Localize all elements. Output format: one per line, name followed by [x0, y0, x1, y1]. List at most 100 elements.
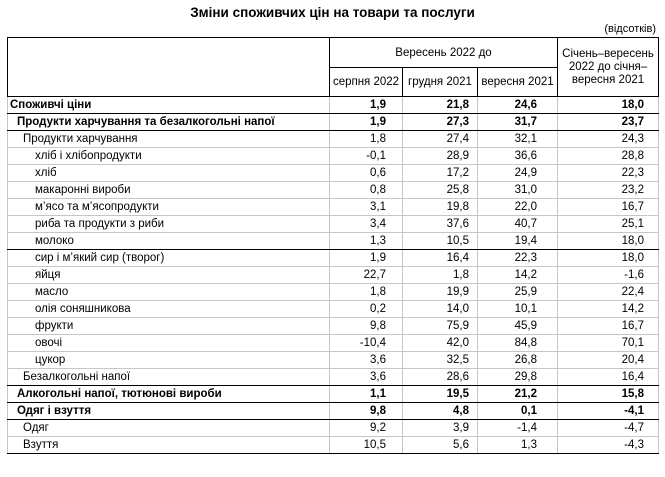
table-row: Продукти харчування та безалкогольні нап… [7, 113, 659, 131]
value-cell: 23,2 [557, 181, 659, 199]
row-label: макаронні вироби [7, 181, 330, 199]
page-title: Зміни споживчих цін на товари та послуги [190, 5, 475, 20]
value-cell: 1,9 [329, 113, 403, 131]
value-cell: 18,0 [557, 249, 659, 267]
value-cell: 16,7 [557, 198, 659, 216]
value-cell: 31,0 [477, 181, 558, 199]
value-cell: 28,6 [402, 368, 478, 386]
row-label: м’ясо та м’ясопродукти [7, 198, 330, 216]
row-label: сир і м’який сир (творог) [7, 249, 330, 267]
value-cell: 45,9 [477, 317, 558, 335]
value-cell: -4,3 [557, 436, 659, 454]
value-cell: 27,4 [402, 130, 478, 148]
value-cell: 42,0 [402, 334, 478, 352]
table-row: олія соняшникова 0,2 14,0 10,1 14,2 [7, 300, 659, 318]
value-cell: 1,8 [402, 266, 478, 284]
value-cell: 16,4 [402, 249, 478, 267]
table-header: Вересень 2022 до Січень–вересень 2022 до… [7, 37, 659, 97]
table-row: м’ясо та м’ясопродукти 3,1 19,8 22,0 16,7 [7, 198, 659, 216]
value-cell: 1,9 [329, 96, 403, 114]
row-label: масло [7, 283, 330, 301]
value-cell: 4,8 [402, 402, 478, 420]
value-cell: 22,3 [557, 164, 659, 182]
value-cell: 3,9 [402, 419, 478, 437]
table-body: Споживчі ціни 1,9 21,8 24,6 18,0 Продукти хар… [7, 96, 659, 454]
value-cell: 25,9 [477, 283, 558, 301]
value-cell: 19,4 [477, 232, 558, 250]
table-row: Продукти харчування 1,8 27,4 32,1 24,3 [7, 130, 659, 148]
value-cell: 22,3 [477, 249, 558, 267]
value-cell: -0,1 [329, 147, 403, 165]
value-cell: 24,9 [477, 164, 558, 182]
row-label: Продукти харчування та безалкогольні нап… [7, 113, 330, 131]
value-cell: 14,2 [477, 266, 558, 284]
value-cell: 18,0 [557, 232, 659, 250]
value-cell: 14,2 [557, 300, 659, 318]
table-row: фрукти 9,8 75,9 45,9 16,7 [7, 317, 659, 335]
value-cell: 16,7 [557, 317, 659, 335]
value-cell: 3,1 [329, 198, 403, 216]
value-cell: 9,2 [329, 419, 403, 437]
header-row-group: Вересень 2022 до Січень–вересень 2022 до… [7, 37, 659, 97]
header-row-sub: серпня 2022 грудня 2021 вересня 2021 [8, 67, 659, 97]
value-cell: 0,1 [477, 402, 558, 420]
table-row: риба та продукти з риби 3,4 37,6 40,7 25,1 [7, 215, 659, 233]
value-cell: 10,1 [477, 300, 558, 318]
value-cell: 24,3 [557, 130, 659, 148]
table-row: овочі -10,4 42,0 84,8 70,1 [7, 334, 659, 352]
value-cell: 19,9 [402, 283, 478, 301]
table-row: Взуття 10,5 5,6 1,3 -4,3 [7, 436, 659, 454]
value-cell: -1,4 [477, 419, 558, 437]
value-cell: 14,0 [402, 300, 478, 318]
value-cell: 32,1 [477, 130, 558, 148]
value-cell: 29,8 [477, 368, 558, 386]
row-label: олія соняшникова [7, 300, 330, 318]
value-cell: 25,1 [557, 215, 659, 233]
column-group-header: Вересень 2022 до [329, 37, 558, 68]
value-cell: 70,1 [557, 334, 659, 352]
value-cell: 0,8 [329, 181, 403, 199]
value-cell: 15,8 [557, 385, 659, 403]
value-cell: 3,6 [329, 368, 403, 386]
value-cell: 37,6 [402, 215, 478, 233]
table-row: цукор 3,6 32,5 26,8 20,4 [7, 351, 659, 369]
value-cell: 21,8 [402, 96, 478, 114]
row-label: Безалкогольні напої [7, 368, 330, 386]
value-cell: 20,4 [557, 351, 659, 369]
table-row: яйця 22,7 1,8 14,2 -1,6 [7, 266, 659, 284]
row-label: хліб [7, 164, 330, 182]
row-label: яйця [7, 266, 330, 284]
table-row: хліб і хлібопродукти -0,1 28,9 36,6 28,8 [7, 147, 659, 165]
column-header-aug-2022: серпня 2022 [329, 67, 403, 97]
table-row: макаронні вироби 0,8 25,8 31,0 23,2 [7, 181, 659, 199]
table-row: Безалкогольні напої 3,6 28,6 29,8 16,4 [7, 368, 659, 386]
value-cell: 28,8 [557, 147, 659, 165]
value-cell: 19,5 [402, 385, 478, 403]
table-row: молоко 1,3 10,5 19,4 18,0 [7, 232, 659, 250]
value-cell: 1,8 [329, 283, 403, 301]
price-changes-table: Вересень 2022 до Січень–вересень 2022 до… [7, 37, 659, 454]
table-row: Алкогольні напої, тютюнові вироби 1,1 19,5… [7, 385, 659, 403]
row-label: Одяг [7, 419, 330, 437]
value-cell: 21,2 [477, 385, 558, 403]
value-cell: 25,8 [402, 181, 478, 199]
table-row: Одяг 9,2 3,9 -1,4 -4,7 [7, 419, 659, 437]
value-cell: 1,1 [329, 385, 403, 403]
value-cell: 3,6 [329, 351, 403, 369]
value-cell: -10,4 [329, 334, 403, 352]
table-row: сир і м’який сир (творог) 1,9 16,4 22,3 18,0 [7, 249, 659, 267]
value-cell: 22,0 [477, 198, 558, 216]
value-cell: 9,8 [329, 402, 403, 420]
column-header-sep-2021: вересня 2021 [477, 67, 558, 97]
value-cell: 1,3 [477, 436, 558, 454]
value-cell: 1,9 [329, 249, 403, 267]
row-label: Взуття [7, 436, 330, 454]
value-cell: 16,4 [557, 368, 659, 386]
period-column-header: Січень–вересень 2022 до січня–вересня 20… [557, 37, 659, 97]
row-label: риба та продукти з риби [7, 215, 330, 233]
value-cell: 31,7 [477, 113, 558, 131]
table-row: масло 1,8 19,9 25,9 22,4 [7, 283, 659, 301]
value-cell: 22,7 [329, 266, 403, 284]
value-cell: -4,1 [557, 402, 659, 420]
row-label: молоко [7, 232, 330, 250]
